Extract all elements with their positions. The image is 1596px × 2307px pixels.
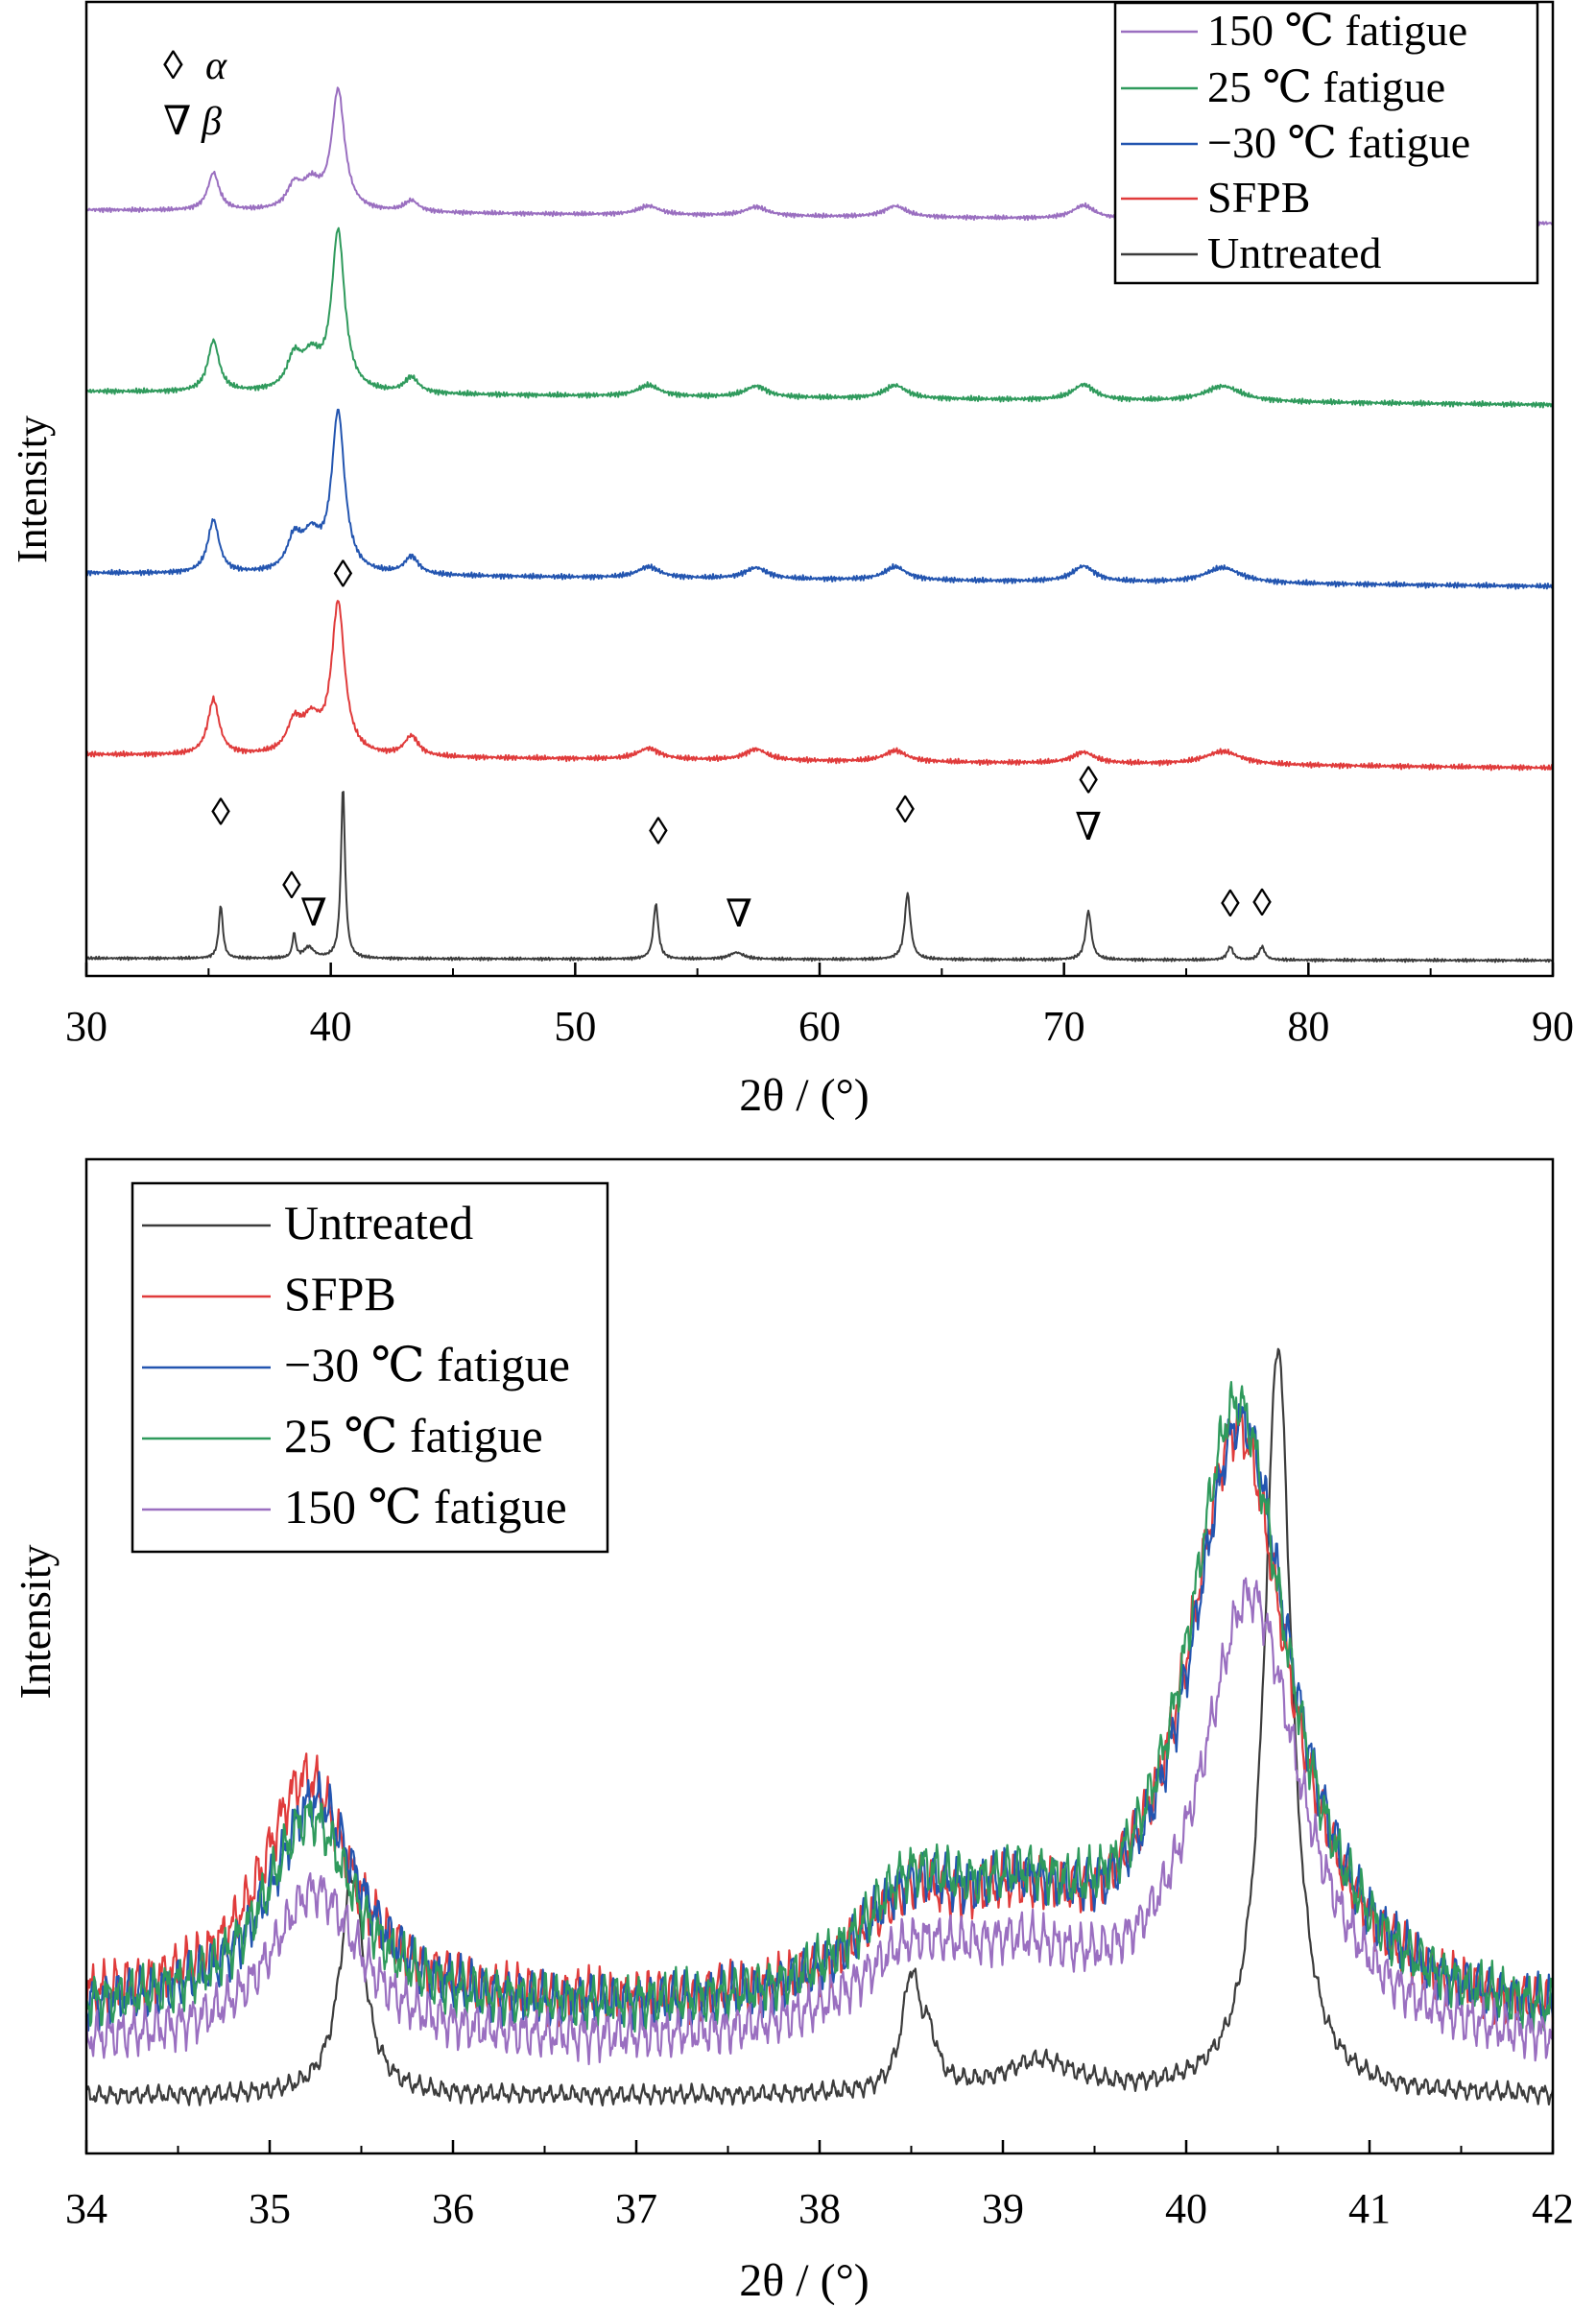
bottom-xtick-label-36: 36 — [432, 2185, 474, 2232]
top-phase-markers: ◊◊∇◊◊∇◊◊∇◊ ◊ — [211, 553, 1272, 936]
xrd-full-range-panel: ◊◊∇◊◊∇◊◊∇◊ ◊ 30 40 50 60 70 80 90 ◊ α ∇ β 150 ℃… — [9, 0, 1574, 1121]
top-series-25-fatigue — [85, 226, 1554, 409]
top-legend-label-25c: 25 ℃ fatigue — [1207, 62, 1445, 111]
phase-key-alpha-symbol: ◊ — [163, 44, 183, 88]
bottom-x-axis-label: 2θ / (°) — [739, 2255, 869, 2306]
bottom-xtick-label-40: 40 — [1165, 2185, 1207, 2232]
top-legend-label-150c: 150 ℃ fatigue — [1207, 6, 1467, 55]
top-legend-label-minus30c: −30 ℃ fatigue — [1207, 118, 1470, 167]
bottom-xtick-label-35: 35 — [249, 2185, 291, 2232]
top-series-group — [85, 86, 1554, 963]
bottom-xtick-label-41: 41 — [1348, 2185, 1391, 2232]
bottom-y-axis-label: Intensity — [11, 1545, 60, 1700]
bottom-xtick-label-39: 39 — [982, 2185, 1024, 2232]
top-xtick-label-90: 90 — [1532, 1003, 1574, 1050]
top-x-axis-label: 2θ / (°) — [739, 1070, 869, 1121]
bottom-series-group — [84, 1347, 1555, 2106]
bottom-series-25-fatigue — [85, 1381, 1555, 2033]
phase-key-beta-label: β — [201, 100, 222, 144]
bottom-legend-label-minus30c: −30 ℃ fatigue — [284, 1338, 570, 1391]
phase-key-beta-symbol: ∇ — [163, 100, 191, 144]
phase-marker-alpha-6: ◊ — [895, 788, 915, 831]
top-legend: 150 ℃ fatigue 25 ℃ fatigue −30 ℃ fatigue… — [1113, 1, 1539, 285]
phase-marker-alpha-9: ◊ — [1221, 882, 1240, 925]
top-xtick-label-50: 50 — [554, 1003, 596, 1050]
top-series-untreated — [85, 791, 1554, 963]
bottom-xtick-label-42: 42 — [1532, 2185, 1574, 2232]
bottom-series-30-fatigue — [84, 1403, 1555, 2033]
bottom-legend-label-untreated: Untreated — [284, 1196, 473, 1249]
phase-marker-alpha-7: ◊ — [1079, 759, 1098, 802]
phase-key-alpha-label: α — [205, 44, 227, 88]
top-xtick-label-40: 40 — [310, 1003, 352, 1050]
top-xtick-label-80: 80 — [1287, 1003, 1329, 1050]
phase-marker-beta-2: ∇ — [300, 891, 327, 934]
xrd-zoom-panel: 34 35 36 37 38 39 40 41 42 Untreated SFPB −30 ℃ … — [11, 1157, 1574, 2306]
phase-marker-beta-5: ∇ — [726, 892, 752, 936]
top-xtick-label-30: 30 — [65, 1003, 107, 1050]
bottom-legend-label-150c: 150 ℃ fatigue — [284, 1480, 567, 1534]
bottom-series-untreated — [85, 1347, 1555, 2106]
phase-marker-alpha-4: ◊ — [649, 809, 668, 852]
bottom-xtick-label-34: 34 — [65, 2185, 107, 2232]
top-xtick-label-70: 70 — [1043, 1003, 1085, 1050]
top-x-axis: 30 40 50 60 70 80 90 — [65, 963, 1574, 1050]
top-legend-label-untreated: Untreated — [1207, 228, 1381, 277]
phase-marker-alpha-0: ◊ — [211, 791, 230, 834]
bottom-legend: Untreated SFPB −30 ℃ fatigue 25 ℃ fatigu… — [131, 1181, 609, 1554]
top-phase-key: ◊ α ∇ β — [163, 44, 227, 144]
bottom-x-axis: 34 35 36 37 38 39 40 41 42 — [65, 2140, 1574, 2232]
top-xtick-label-60: 60 — [798, 1003, 841, 1050]
bottom-legend-label-sfpb: SFPB — [284, 1267, 396, 1320]
bottom-xtick-label-37: 37 — [615, 2185, 657, 2232]
top-series-30-fatigue — [85, 408, 1554, 590]
phase-marker-alpha-3: ◊ — [334, 553, 353, 596]
top-legend-label-sfpb: SFPB — [1207, 173, 1310, 222]
bottom-xtick-label-38: 38 — [798, 2185, 841, 2232]
bottom-series-150-fatigue — [84, 1577, 1555, 2066]
top-y-axis-label: Intensity — [9, 416, 56, 563]
top-series-sfpb — [85, 600, 1554, 772]
bottom-legend-label-25c: 25 ℃ fatigue — [284, 1409, 543, 1463]
phase-marker-alpha-10: ◊ — [1252, 881, 1272, 924]
phase-marker-beta-8: ∇ — [1075, 805, 1102, 848]
phase-marker-alpha-1: ◊ — [282, 864, 301, 907]
